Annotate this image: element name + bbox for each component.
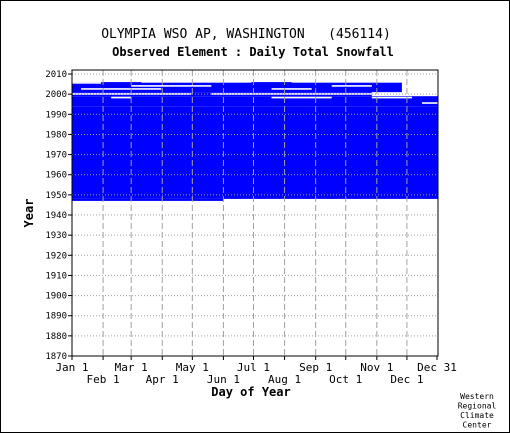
gap-streak-10 — [421, 102, 438, 104]
x-axis-ticks: Jan 1 Mar 1 May 1 Jul 1 Sep 1 Nov 1 Dec 31 Feb … — [55, 356, 457, 386]
x-tick-label: Jul 1 — [237, 361, 270, 374]
y-tick-label: 1870 — [45, 352, 67, 362]
y-tick-label: 1970 — [45, 151, 67, 161]
credit-line: Center — [463, 421, 492, 430]
y-tick-label: 1960 — [45, 171, 67, 181]
gap-streak-2 — [401, 93, 438, 95]
data-coverage — [72, 82, 438, 201]
x-tick-label: Feb 1 — [87, 373, 120, 386]
y-tick-label: 1950 — [45, 191, 67, 201]
plot-area — [71, 69, 439, 357]
credit-line: Climate — [460, 411, 494, 420]
x-tick-label: Mar 1 — [115, 361, 148, 374]
y-tick-label: 1980 — [45, 130, 67, 140]
x-tick-label: Apr 1 — [146, 373, 179, 386]
gap-streak-12 — [141, 81, 252, 83]
y-tick-label: 1900 — [45, 292, 67, 302]
y-tick-label: 1940 — [45, 211, 67, 221]
plot-border — [71, 69, 439, 357]
x-tick-label: Nov 1 — [360, 361, 393, 374]
y-tick-label: 1920 — [45, 251, 67, 261]
coverage-block-0 — [72, 106, 438, 199]
x-tick-label: Oct 1 — [329, 373, 362, 386]
gap-streak-3 — [111, 96, 132, 99]
gap-streak-8 — [131, 85, 212, 87]
x-tick-label: Jun 1 — [207, 373, 240, 386]
y-tick-label: 1990 — [45, 110, 67, 120]
gap-streak-7 — [271, 88, 312, 90]
y-axis-label: Year — [22, 199, 36, 228]
coverage-block-4 — [72, 82, 402, 93]
chart-title: OLYMPIA WSO AP, WASHINGTON (456114) — [101, 27, 391, 42]
credit-line: Western — [460, 392, 494, 401]
x-tick-label: May 1 — [176, 361, 209, 374]
gap-streak-11 — [72, 82, 102, 84]
gap-streak-13 — [291, 81, 402, 83]
x-tick-label: Dec 1 — [390, 373, 423, 386]
y-tick-label: 1930 — [45, 231, 67, 241]
x-tick-label: Aug 1 — [268, 373, 301, 386]
y-tick-label: 1910 — [45, 271, 67, 281]
x-axis-label: Day of Year — [211, 385, 290, 399]
x-tick-label: Dec 31 — [417, 361, 457, 374]
gap-streak-0 — [72, 93, 192, 95]
y-tick-label: 1890 — [45, 312, 67, 322]
grid-lines — [72, 70, 438, 356]
coverage-block-1 — [72, 198, 224, 201]
y-tick-label: 2010 — [45, 70, 67, 80]
y-tick-label: 1880 — [45, 332, 67, 342]
x-tick-label: Jan 1 — [55, 361, 88, 374]
gap-streak-5 — [371, 96, 412, 99]
y-tick-label: 2000 — [45, 90, 67, 100]
gap-streak-9 — [331, 85, 372, 87]
coverage-block-2 — [72, 96, 438, 107]
chart-subtitle: Observed Element : Daily Total Snowfall — [112, 45, 394, 59]
credit-line: Regional — [458, 402, 497, 411]
gap-streak-4 — [271, 96, 332, 99]
gap-streak-6 — [81, 88, 162, 90]
x-tick-label: Sep 1 — [299, 361, 332, 374]
y-axis-ticks: 1870 1880 1890 1900 1910 1920 1930 1940 1950 1960… — [45, 70, 72, 362]
